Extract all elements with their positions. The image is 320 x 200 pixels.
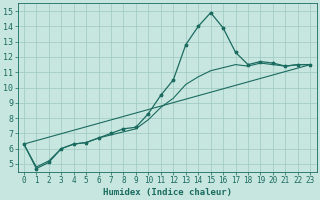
X-axis label: Humidex (Indice chaleur): Humidex (Indice chaleur)	[103, 188, 232, 197]
